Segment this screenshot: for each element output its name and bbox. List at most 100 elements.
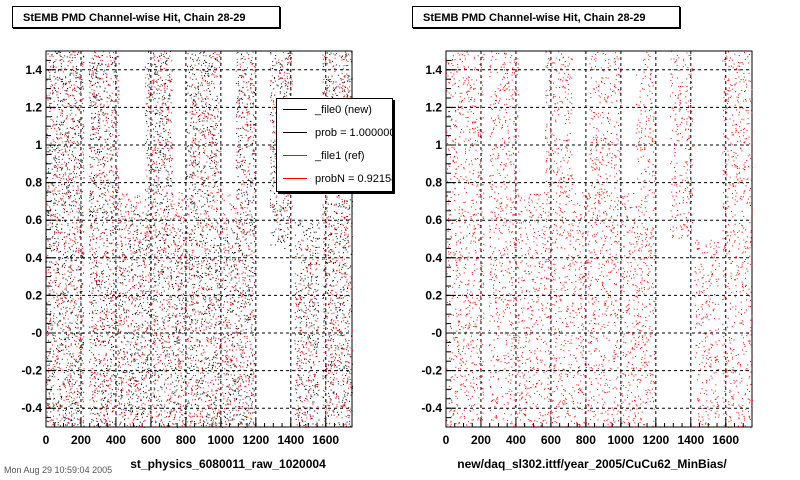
- data-point: [207, 199, 209, 201]
- data-point: [118, 364, 120, 366]
- data-point: [92, 294, 94, 296]
- data-point: [151, 253, 153, 255]
- data-point: [57, 366, 59, 368]
- data-point: [70, 418, 72, 420]
- data-point: [316, 355, 318, 357]
- data-point: [72, 253, 74, 255]
- data-point: [75, 68, 77, 69]
- data-point: [248, 288, 250, 290]
- data-point: [54, 150, 56, 152]
- data-point: [134, 285, 135, 287]
- data-point: [216, 413, 218, 415]
- data-point: [331, 97, 333, 99]
- data-point: [48, 185, 50, 187]
- data-point: [213, 402, 215, 404]
- data-point: [50, 97, 52, 99]
- data-point: [94, 406, 96, 408]
- data-point: [94, 278, 96, 279]
- data-point: [96, 151, 98, 153]
- data-point: [118, 304, 120, 306]
- data-point: [336, 238, 338, 240]
- data-point: [91, 282, 93, 284]
- data-point: [47, 211, 49, 213]
- data-point: [47, 377, 49, 378]
- data-point: [208, 304, 210, 306]
- data-point: [70, 159, 72, 161]
- data-point: [248, 275, 250, 277]
- data-point: [283, 217, 285, 219]
- data-point: [168, 333, 170, 335]
- data-point: [312, 306, 314, 307]
- data-point: [69, 184, 70, 186]
- data-point: [324, 318, 326, 320]
- data-point: [60, 395, 62, 397]
- data-point: [163, 56, 165, 57]
- data-point: [214, 251, 216, 253]
- data-point: [197, 408, 199, 410]
- data-point: [241, 195, 243, 197]
- data-point: [238, 315, 240, 317]
- data-point: [176, 297, 178, 298]
- data-point: [103, 312, 105, 314]
- data-point: [74, 321, 76, 323]
- data-point: [53, 409, 55, 411]
- data-point: [97, 149, 98, 151]
- data-point: [92, 129, 93, 131]
- data-point: [225, 421, 227, 423]
- data-point: [186, 88, 188, 90]
- data-point: [64, 339, 66, 341]
- data-point: [156, 202, 158, 204]
- data-point: [162, 336, 164, 337]
- data-point: [339, 303, 341, 305]
- data-point: [119, 269, 121, 271]
- data-point: [202, 98, 204, 100]
- data-point: [197, 271, 199, 273]
- data-point: [322, 63, 324, 65]
- data-point: [106, 252, 108, 254]
- data-point: [192, 284, 194, 285]
- data-point: [339, 264, 340, 266]
- data-point: [146, 248, 147, 250]
- data-point: [333, 391, 335, 393]
- data-point: [70, 420, 72, 422]
- data-point: [227, 360, 229, 362]
- data-point: [311, 220, 313, 222]
- data-point: [80, 205, 82, 207]
- data-point: [175, 423, 177, 425]
- data-point: [310, 342, 312, 344]
- data-point: [199, 93, 201, 95]
- data-point: [249, 83, 251, 85]
- data-point: [339, 243, 341, 245]
- data-point: [342, 204, 344, 206]
- data-point: [190, 269, 192, 271]
- data-point: [153, 281, 155, 282]
- data-point: [340, 321, 342, 323]
- data-point: [164, 370, 166, 372]
- data-point: [70, 404, 72, 406]
- data-point: [161, 115, 163, 116]
- data-point: [187, 232, 189, 234]
- data-point: [199, 121, 201, 122]
- data-point: [248, 375, 250, 377]
- data-point: [89, 146, 91, 148]
- data-point: [212, 65, 213, 67]
- data-point: [95, 153, 97, 155]
- data-point: [172, 352, 174, 354]
- data-point: [244, 239, 246, 241]
- data-point: [301, 318, 302, 320]
- data-point: [336, 369, 338, 371]
- data-point: [316, 393, 318, 394]
- data-point: [328, 303, 330, 305]
- data-point: [335, 353, 336, 355]
- data-point: [324, 418, 326, 419]
- data-point: [96, 425, 98, 426]
- data-point: [298, 303, 300, 305]
- data-point: [148, 405, 150, 407]
- data-point: [65, 425, 67, 427]
- data-point: [53, 165, 55, 167]
- data-point: [187, 281, 189, 283]
- data-point: [74, 98, 75, 100]
- data-point: [349, 96, 351, 98]
- data-point: [65, 407, 67, 408]
- data-point: [200, 222, 201, 224]
